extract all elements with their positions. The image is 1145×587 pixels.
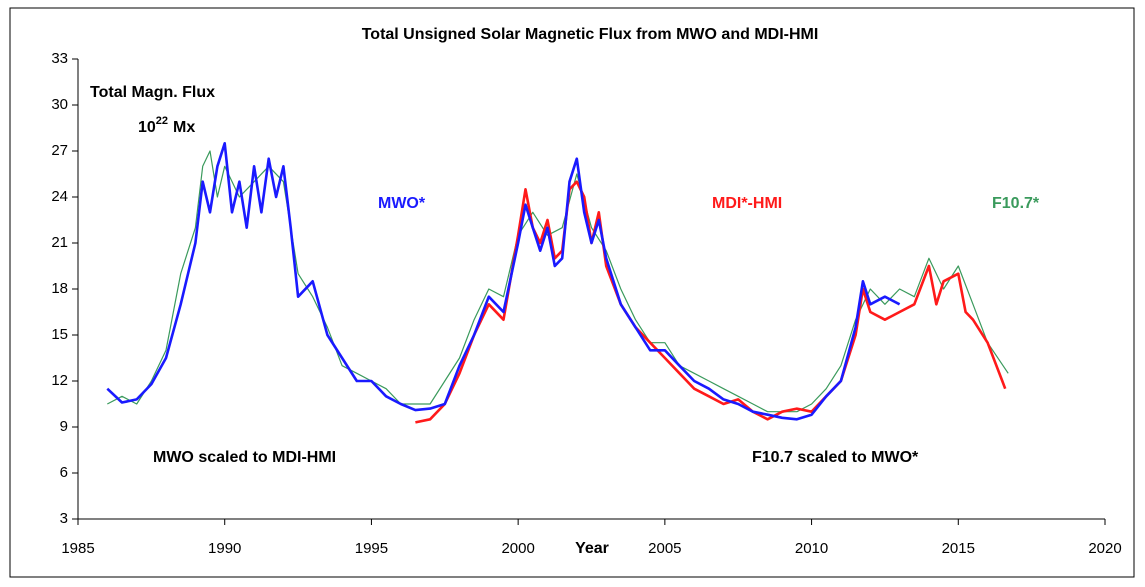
x-tick-label: 2010: [795, 540, 828, 557]
y-tick-label: 9: [60, 418, 68, 435]
x-tick-label: 2000: [501, 540, 534, 557]
y-tick-label: 15: [51, 326, 68, 343]
y-tick-label: 30: [51, 96, 68, 113]
frame: [9, 7, 1135, 578]
x-tick-label: 2020: [1088, 540, 1121, 557]
y-tick-label: 21: [51, 234, 68, 251]
x-tick-label: 2005: [648, 540, 681, 557]
x-tick-label: 1985: [61, 540, 94, 557]
y-unit: 1022 Mx: [138, 115, 195, 136]
unit-text: Mx: [173, 119, 195, 136]
y-tick-label: 27: [51, 142, 68, 159]
unit-base: 10: [138, 119, 156, 136]
x-tick-label: 2015: [942, 540, 975, 557]
x-axis-label: Year: [575, 540, 609, 557]
y-tick-label: 3: [60, 510, 68, 527]
y-tick-label: 33: [51, 50, 68, 67]
legend-label: MWO*: [378, 195, 426, 212]
y-axis-label: Total Magn. Flux: [90, 84, 215, 101]
x-tick-label: 1995: [355, 540, 388, 557]
chart-title: Total Unsigned Solar Magnetic Flux from …: [362, 26, 819, 43]
y-tick-label: 6: [60, 464, 68, 481]
y-tick-label: 24: [51, 188, 68, 205]
x-tick-label: 1990: [208, 540, 241, 557]
annotation: MWO scaled to MDI-HMI: [153, 449, 336, 466]
legend-label: F10.7*: [992, 195, 1040, 212]
series-line: [107, 150, 1009, 413]
y-tick-label: 18: [51, 280, 68, 297]
y-tick-label: 12: [51, 372, 68, 389]
unit-exponent: 22: [156, 115, 168, 127]
series-line: [415, 180, 1007, 424]
series-line: [106, 142, 901, 421]
legend-label: MDI*-HMI: [712, 195, 782, 212]
annotation: F10.7 scaled to MWO*: [752, 449, 919, 466]
